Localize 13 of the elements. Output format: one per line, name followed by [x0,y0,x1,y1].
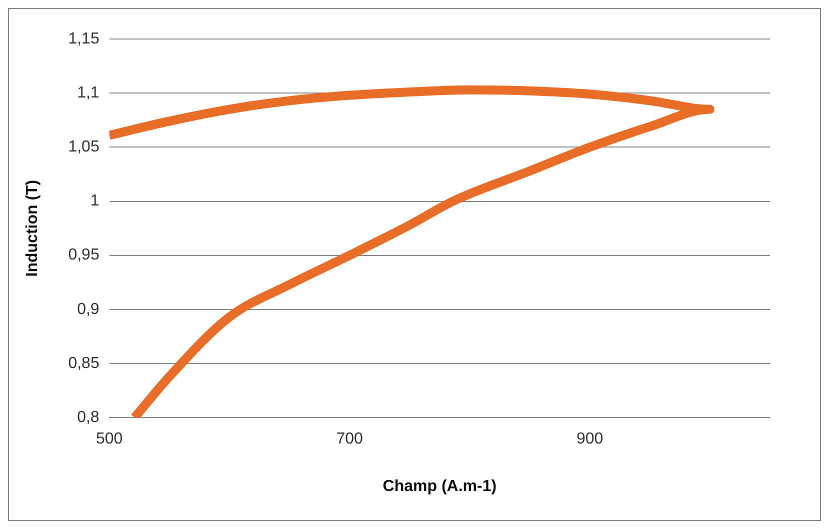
y-tick-label: 0,8 [77,409,100,426]
y-tick-label: 1 [90,192,100,210]
x-tick-label: 500 [96,430,123,448]
y-axis-title: Induction (T) [24,180,42,277]
y-tick-label: 1,1 [77,84,100,102]
y-tick-label: 0,9 [77,300,100,318]
x-tick-label: 700 [336,430,364,448]
x-axis-title: Champ (A.m-1) [382,478,497,495]
y-tick-label: 0,85 [68,354,100,372]
y-tick-label: 1,05 [68,138,100,156]
y-tick-label: 1,15 [68,30,100,48]
y-tick-label: 0,95 [68,246,100,264]
x-tick-label: 900 [576,430,604,448]
